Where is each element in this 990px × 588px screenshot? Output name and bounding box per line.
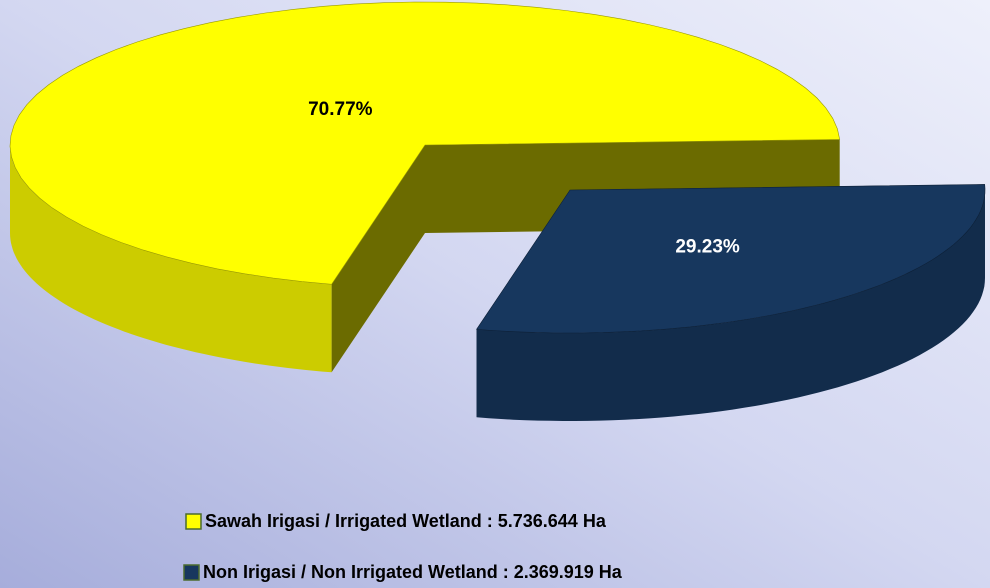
legend-label: Non Irigasi / Non Irrigated Wetland : 2.… [203,562,623,582]
legend-marker [183,564,200,581]
data-label: 70.77% [308,99,373,120]
slice-side [476,190,985,421]
legend-label: Sawah Irigasi / Irrigated Wetland : 5.73… [205,511,607,531]
pie-slice [9,1,841,285]
legend-marker [185,513,202,530]
slice-cut-face [331,145,425,373]
data-label: 29.23% [675,236,740,257]
pie-slice [476,184,986,334]
slice-side [10,145,332,373]
